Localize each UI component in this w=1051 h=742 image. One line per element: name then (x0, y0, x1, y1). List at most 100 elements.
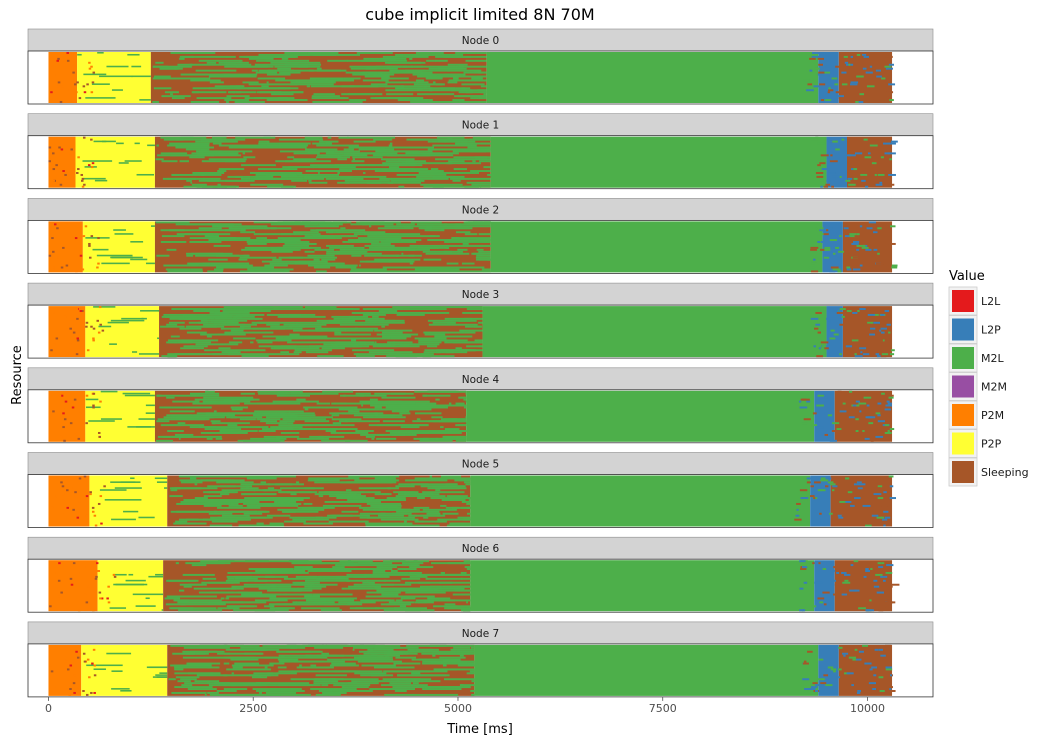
task-tick (75, 91, 78, 94)
task-tail (885, 571, 893, 574)
task-m2l (253, 221, 301, 224)
task-m2l (343, 408, 354, 411)
task-m2l (224, 65, 269, 68)
task-m2l (296, 481, 300, 484)
task-tick (55, 337, 59, 340)
task-tail (850, 564, 854, 567)
task-tick (69, 343, 72, 346)
task-tail (827, 319, 831, 322)
task-tick (74, 83, 77, 86)
task-m2l (395, 308, 447, 311)
task-m2l (246, 477, 258, 480)
task-m2l (293, 233, 321, 236)
task-m2l (253, 672, 297, 675)
task-m2l (334, 331, 342, 334)
task-m2l (169, 424, 205, 427)
task-tail (826, 229, 829, 232)
task-m2l (191, 564, 207, 567)
task-m2l (289, 83, 334, 86)
task-m2l (396, 173, 447, 176)
segment-p2m (48, 390, 86, 442)
task-m2l (256, 402, 301, 405)
task-m2l (255, 414, 261, 417)
task-m2l (442, 266, 485, 269)
task-m2l (409, 306, 441, 309)
task-tick (90, 166, 94, 169)
task-m2l (294, 349, 333, 352)
task-tick (63, 418, 67, 421)
task-tick (78, 97, 82, 100)
task-m2l (442, 512, 459, 515)
task-tick (72, 562, 76, 565)
task-tick (66, 506, 69, 509)
task-tail (843, 654, 846, 657)
task-tail (888, 173, 896, 176)
task-tick (61, 499, 65, 501)
task-tick (55, 164, 58, 167)
task-tick (66, 489, 69, 492)
task-m2l (189, 392, 220, 395)
task-m2l (160, 229, 201, 232)
task-tail (831, 430, 839, 432)
task-m2l (470, 97, 487, 100)
panel-border (27, 558, 934, 613)
task-m2l (349, 270, 394, 273)
task-m2l (171, 435, 222, 438)
task-m2l (247, 504, 299, 507)
task-m2l (480, 185, 491, 188)
task-tail (823, 71, 831, 74)
task-m2l (387, 154, 415, 157)
task-tail (886, 323, 891, 326)
task-m2l (343, 394, 365, 397)
task-m2l (227, 353, 240, 356)
task-m2l (316, 67, 322, 70)
task-m2l (413, 506, 430, 509)
task-tail (813, 258, 816, 261)
task-m2l (460, 684, 464, 687)
task-tail (880, 313, 885, 316)
task-m2l (307, 254, 335, 257)
task-tail (857, 690, 862, 692)
legend-title: Value (949, 269, 985, 284)
task-tail (794, 518, 802, 521)
task-m2l (483, 93, 487, 96)
task-m2l (458, 65, 464, 68)
task-tail (859, 93, 865, 96)
task-m2l (313, 258, 320, 261)
task-tail (852, 256, 860, 259)
task-tail (828, 89, 834, 92)
task-m2l (307, 479, 340, 482)
task-m2l (369, 319, 384, 322)
task-m2l (217, 560, 269, 563)
task-m2l (189, 477, 197, 480)
task-tick (58, 428, 62, 431)
task-tail (891, 601, 896, 604)
task-m2l (258, 53, 294, 56)
task-m2l (331, 262, 343, 265)
task-m2l (404, 524, 440, 527)
task-m2l (453, 168, 468, 171)
task-tail (859, 225, 863, 228)
task-tail (888, 396, 894, 399)
task-m2l (192, 87, 224, 90)
task-m2l (270, 325, 305, 328)
task-tail (837, 514, 844, 517)
task-tick (91, 510, 95, 513)
task-m2l (231, 408, 243, 411)
task-m2l (155, 221, 190, 224)
task-tail (841, 514, 845, 517)
task-tick (98, 591, 102, 594)
task-tick (65, 264, 69, 267)
task-m2l (238, 664, 274, 667)
task-m2l (281, 146, 307, 149)
task-m2l (422, 660, 462, 663)
task-m2l (317, 355, 344, 358)
task-m2l (419, 225, 447, 228)
task-tail (829, 337, 836, 340)
task-m2l (464, 341, 483, 344)
task-m2l (363, 321, 376, 324)
segment-sleeping (834, 560, 893, 612)
task-m2l (471, 693, 475, 696)
task-m2l (161, 609, 164, 611)
task-m2l (111, 518, 136, 521)
